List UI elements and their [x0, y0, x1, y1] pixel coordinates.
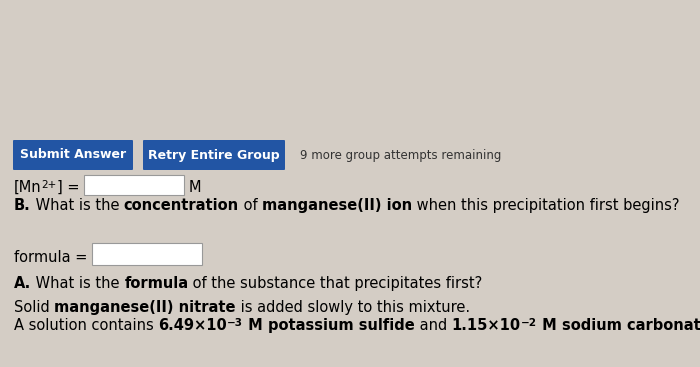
Text: What is the: What is the	[31, 198, 124, 213]
Text: of: of	[239, 198, 262, 213]
Text: and: and	[414, 318, 452, 333]
Text: Retry Entire Group: Retry Entire Group	[148, 149, 280, 161]
Text: M: M	[537, 318, 561, 333]
Text: A.: A.	[14, 276, 32, 291]
FancyBboxPatch shape	[84, 175, 184, 195]
Text: B.: B.	[14, 198, 31, 213]
Text: sodium carbonate: sodium carbonate	[561, 318, 700, 333]
Text: A solution contains: A solution contains	[14, 318, 158, 333]
Text: 2+: 2+	[41, 180, 57, 190]
FancyBboxPatch shape	[143, 140, 285, 170]
Text: manganese(II) ion: manganese(II) ion	[262, 198, 412, 213]
FancyBboxPatch shape	[92, 243, 202, 265]
FancyBboxPatch shape	[13, 140, 133, 170]
Text: Solid: Solid	[14, 300, 55, 315]
Text: [Mn: [Mn	[14, 180, 41, 195]
Text: formula: formula	[125, 276, 188, 291]
Text: concentration: concentration	[124, 198, 239, 213]
Text: M: M	[189, 180, 202, 195]
Text: is added slowly to this mixture.: is added slowly to this mixture.	[236, 300, 470, 315]
Text: Submit Answer: Submit Answer	[20, 149, 126, 161]
Text: ] =: ] =	[57, 180, 84, 195]
Text: −2: −2	[521, 318, 537, 328]
Text: potassium sulfide: potassium sulfide	[268, 318, 414, 333]
Text: What is the: What is the	[32, 276, 125, 291]
Text: 6.49×10: 6.49×10	[158, 318, 227, 333]
Text: M: M	[243, 318, 268, 333]
Text: manganese(II) nitrate: manganese(II) nitrate	[55, 300, 236, 315]
Text: 1.15×10: 1.15×10	[452, 318, 521, 333]
Text: of the substance that precipitates first?: of the substance that precipitates first…	[188, 276, 483, 291]
Text: −3: −3	[227, 318, 243, 328]
Text: when this precipitation first begins?: when this precipitation first begins?	[412, 198, 680, 213]
Text: formula =: formula =	[14, 250, 92, 265]
Text: 9 more group attempts remaining: 9 more group attempts remaining	[300, 149, 501, 161]
